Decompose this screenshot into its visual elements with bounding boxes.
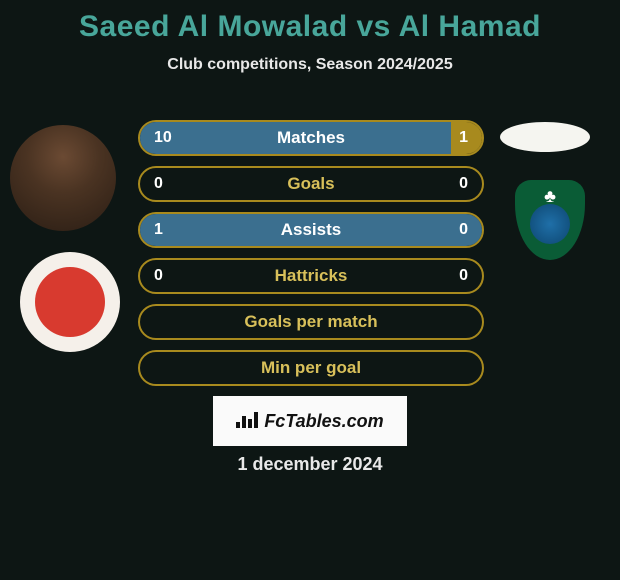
stat-value-right: 0 bbox=[459, 221, 468, 239]
stat-value-right: 0 bbox=[459, 267, 468, 285]
club-badge-right: ♣ bbox=[500, 180, 600, 268]
comparison-title: Saeed Al Mowalad vs Al Hamad bbox=[0, 0, 620, 44]
stat-label: Assists bbox=[281, 220, 341, 240]
club-badge-left bbox=[20, 252, 120, 352]
stats-panel: 101Matches00Goals10Assists00HattricksGoa… bbox=[138, 120, 484, 396]
fctables-icon bbox=[236, 410, 258, 433]
stat-row: 0 0 Goals bbox=[138, 166, 484, 202]
palm-icon: ♣ bbox=[544, 186, 556, 207]
stat-row: Goals per match bbox=[138, 304, 484, 340]
stat-value-left: 0 bbox=[154, 175, 163, 193]
stat-value-left: 10 bbox=[154, 129, 172, 147]
player-right-avatar bbox=[500, 122, 590, 152]
stat-label: Hattricks bbox=[275, 266, 348, 286]
alahli-icon: ♣ bbox=[515, 180, 585, 260]
stat-value-right: 0 bbox=[459, 175, 468, 193]
stat-value-left: 1 bbox=[154, 221, 163, 239]
alwehda-icon bbox=[35, 267, 105, 337]
fctables-label: FcTables.com bbox=[264, 411, 383, 432]
stat-row: Min per goal bbox=[138, 350, 484, 386]
snapshot-date: 1 december 2024 bbox=[0, 454, 620, 475]
stat-label: Goals per match bbox=[244, 312, 377, 332]
stat-label: Min per goal bbox=[261, 358, 361, 378]
fctables-watermark: FcTables.com bbox=[213, 396, 407, 446]
stat-row: 1 0 Assists bbox=[138, 212, 484, 248]
stat-value-left: 0 bbox=[154, 267, 163, 285]
stat-label: Goals bbox=[287, 174, 334, 194]
stat-row: 0 0 Hattricks bbox=[138, 258, 484, 294]
comparison-subtitle: Club competitions, Season 2024/2025 bbox=[0, 56, 620, 74]
stat-label: Matches bbox=[277, 128, 345, 148]
stat-value-right: 1 bbox=[459, 129, 468, 147]
player-left-avatar bbox=[10, 125, 116, 231]
stat-row: 10 1 Matches bbox=[138, 120, 484, 156]
